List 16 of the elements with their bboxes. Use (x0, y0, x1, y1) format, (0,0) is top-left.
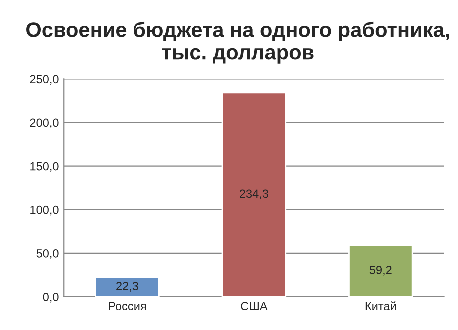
y-tick-label: 50,0 (36, 249, 59, 260)
bar (348, 244, 414, 297)
y-tick-label: 0,0 (43, 293, 59, 303)
bar (222, 92, 287, 297)
y-tick-label: 250,0 (30, 75, 59, 85)
x-tick-label: США (241, 302, 268, 311)
x-tick-label: Россия (109, 302, 146, 311)
data-label: 59,2 (370, 266, 392, 276)
data-label: 22,3 (116, 282, 138, 292)
y-tick-label: 150,0 (30, 162, 59, 172)
x-tick-label: Китай (366, 302, 396, 311)
y-tick-label: 200,0 (30, 118, 59, 129)
y-tick-label: 100,0 (30, 206, 59, 216)
chart-title: Освоение бюджета на одного работника, тыс. долларов (26, 22, 450, 64)
data-label: 234,3 (240, 190, 268, 200)
bar (95, 276, 160, 297)
